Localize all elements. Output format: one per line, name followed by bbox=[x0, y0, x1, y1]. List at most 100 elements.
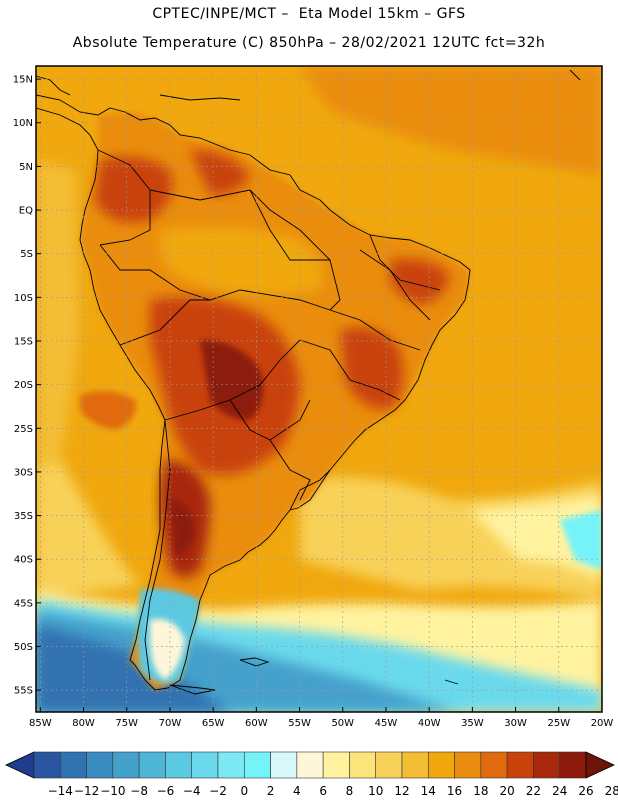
legend-label: −12 bbox=[74, 784, 99, 798]
hot-core-colombia bbox=[95, 156, 173, 223]
lon-label: 45W bbox=[375, 718, 398, 729]
lat-label: 5S bbox=[20, 249, 33, 260]
legend-label: 28 bbox=[605, 784, 618, 798]
map-subtitle: Absolute Temperature (C) 850hPa – 28/02/… bbox=[72, 35, 546, 51]
legend-swatch bbox=[296, 751, 324, 779]
patagonia-pale bbox=[150, 619, 185, 680]
border-chile-argentina bbox=[144, 419, 171, 681]
legend-swatch bbox=[270, 751, 298, 779]
lon-label: 70W bbox=[159, 718, 182, 729]
lat-label: EQ bbox=[19, 206, 33, 217]
hot-core-chaco bbox=[200, 340, 264, 420]
legend-swatch bbox=[217, 751, 245, 779]
lat-label: 40S bbox=[14, 555, 33, 566]
legend-swatch bbox=[86, 751, 114, 779]
temperature-field bbox=[36, 66, 602, 712]
legend-swatch bbox=[191, 751, 219, 779]
lon-label: 30W bbox=[504, 718, 527, 729]
legend-label: −10 bbox=[100, 784, 125, 798]
border-bolivia-south bbox=[164, 339, 301, 421]
legend-swatch bbox=[559, 751, 587, 779]
legend-swatch bbox=[33, 751, 61, 779]
legend-label: 4 bbox=[293, 784, 301, 798]
atlantic-pale-band bbox=[470, 495, 602, 580]
lon-label: 80W bbox=[72, 718, 95, 729]
map-frame bbox=[35, 65, 603, 713]
legend-labels: −14 −12 −10 −8 −6 −4 −2 0 2 4 6 8 10 12 14 16 18 20 22 24 26… bbox=[48, 784, 618, 798]
legend-label: 10 bbox=[368, 784, 383, 798]
legend-swatch bbox=[165, 751, 193, 779]
border-brazil-interior bbox=[299, 229, 341, 311]
color-legend: −14 −12 −10 −8 −6 −4 −2 0 2 4 6 8 10 12 14 16 18 20 22 24 26… bbox=[5, 751, 618, 798]
lon-label: 55W bbox=[288, 718, 311, 729]
lat-label: 20S bbox=[14, 380, 33, 391]
legend-label: 2 bbox=[267, 784, 275, 798]
border-brazil-states-2 bbox=[299, 339, 401, 401]
border-brazil-ne bbox=[369, 234, 441, 291]
legend-swatch bbox=[59, 751, 87, 779]
border-guianas bbox=[249, 189, 330, 261]
legend-label: 16 bbox=[447, 784, 462, 798]
south-georgia bbox=[444, 679, 459, 685]
hot-core-south bbox=[170, 500, 195, 555]
legend-label: 18 bbox=[473, 784, 488, 798]
legend-swatches bbox=[33, 751, 587, 779]
lat-label: 15N bbox=[13, 75, 33, 86]
legend-swatch bbox=[454, 751, 482, 779]
legend-swatch bbox=[243, 751, 271, 779]
legend-label: −6 bbox=[157, 784, 175, 798]
legend-swatch bbox=[112, 751, 140, 779]
temperature-map: 15N 10N 5N EQ 5S 10S 15S 20S 25S 30S 35S 40S 45S 50S 5… bbox=[13, 65, 613, 729]
legend-label: 26 bbox=[578, 784, 593, 798]
cold-patch-east bbox=[560, 510, 602, 570]
border-brazil-states-3 bbox=[359, 249, 431, 321]
lon-label: 50W bbox=[331, 718, 354, 729]
hot-core-northeast bbox=[390, 259, 450, 305]
legend-swatch bbox=[138, 751, 166, 779]
lat-label: 5N bbox=[19, 162, 33, 173]
legend-underflow-arrow bbox=[5, 751, 35, 779]
legend-swatch bbox=[401, 751, 429, 779]
coastline-main bbox=[36, 94, 471, 691]
lat-label: 10S bbox=[14, 293, 33, 304]
legend-label: −8 bbox=[130, 784, 148, 798]
border-colombia bbox=[97, 149, 151, 246]
warm-band-north-atlantic bbox=[300, 66, 602, 175]
longitude-labels: 85W 80W 75W 70W 65W 60W 55W 50W 45W 40W 35W 30W 25W 2… bbox=[29, 718, 613, 729]
legend-swatch bbox=[533, 751, 561, 779]
central-america bbox=[36, 75, 71, 96]
legend-label: 0 bbox=[240, 784, 248, 798]
pacific-warm-patch bbox=[80, 391, 136, 430]
lon-label: 75W bbox=[115, 718, 138, 729]
lat-label: 35S bbox=[14, 511, 33, 522]
legend-label: −4 bbox=[183, 784, 201, 798]
lon-label: 60W bbox=[245, 718, 268, 729]
falklands bbox=[239, 657, 270, 667]
legend-overflow-arrow bbox=[585, 751, 615, 779]
border-peru-bolivia bbox=[119, 289, 331, 346]
legend-label: 24 bbox=[552, 784, 567, 798]
legend-swatch bbox=[506, 751, 534, 779]
lon-label: 25W bbox=[547, 718, 570, 729]
legend-label: 22 bbox=[526, 784, 541, 798]
border-argentina-brazil bbox=[269, 439, 311, 501]
legend-label: 8 bbox=[346, 784, 354, 798]
lat-label: 30S bbox=[14, 467, 33, 478]
coastlines bbox=[36, 69, 581, 695]
legend-label: 6 bbox=[319, 784, 327, 798]
pacific-yellow-band bbox=[36, 160, 80, 480]
tierra-del-fuego bbox=[169, 684, 216, 695]
border-uruguay bbox=[289, 469, 331, 511]
graticule bbox=[36, 66, 603, 712]
latitude-labels: 15N 10N 5N EQ 5S 10S 15S 20S 25S 30S 35S 40S 45S 50S 5… bbox=[13, 75, 33, 697]
lat-label: 50S bbox=[14, 642, 33, 653]
lat-label: 55S bbox=[14, 686, 33, 697]
hot-core-brazil-east bbox=[340, 327, 404, 410]
border-brazil-states-1 bbox=[329, 309, 421, 351]
atlantic-islands bbox=[569, 69, 581, 81]
legend-label: −2 bbox=[209, 784, 227, 798]
south-pacific-yellow bbox=[36, 460, 140, 600]
hot-core-venezuela bbox=[190, 150, 250, 195]
legend-label: 14 bbox=[421, 784, 436, 798]
lon-label: 65W bbox=[202, 718, 225, 729]
